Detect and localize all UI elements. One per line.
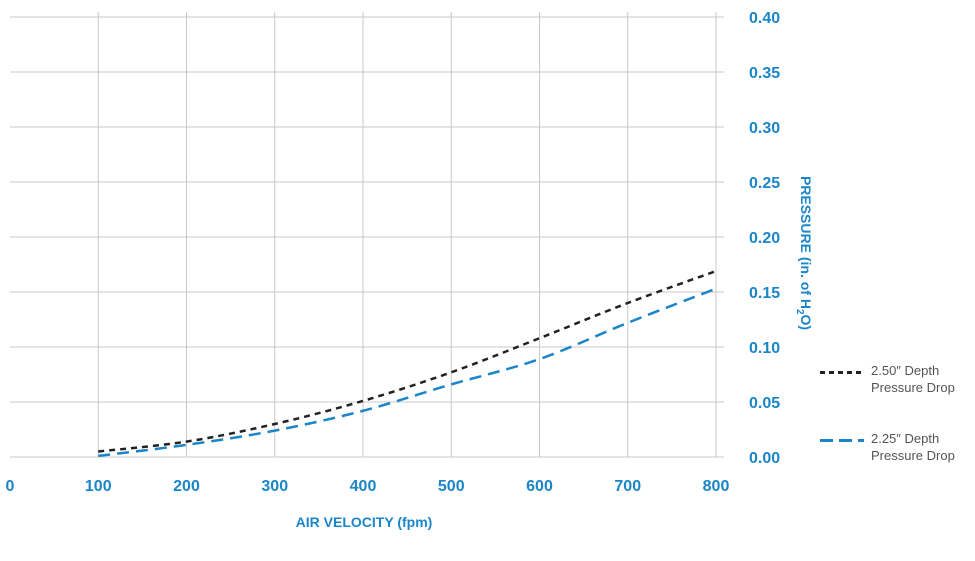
legend-label-2-25-line2: Pressure Drop — [871, 447, 975, 464]
legend-item-2-25-depth: 2.25″ Depth Pressure Drop — [820, 430, 975, 470]
legend-swatch-2-25 — [820, 439, 864, 442]
x-tick-label-400: 400 — [350, 478, 377, 495]
series-line-0 — [98, 271, 716, 451]
y-tick-label-0-05: 0.05 — [749, 395, 780, 412]
legend-swatch-2-50 — [820, 371, 864, 374]
y-tick-label-0-25: 0.25 — [749, 175, 780, 192]
y-tick-label-0-15: 0.15 — [749, 285, 780, 302]
grid — [10, 12, 724, 457]
y-tick-label-0-35: 0.35 — [749, 65, 780, 82]
series-line-1 — [98, 289, 716, 456]
x-tick-label-0: 0 — [6, 478, 15, 495]
x-tick-label-300: 300 — [261, 478, 288, 495]
x-axis-title: AIR VELOCITY (fpm) — [296, 514, 433, 530]
y-tick-label-0-00: 0.00 — [749, 450, 780, 467]
legend-label-2-25-line1: 2.25″ Depth — [871, 430, 975, 447]
y-tick-label-0-30: 0.30 — [749, 120, 780, 137]
x-tick-label-500: 500 — [438, 478, 465, 495]
y-tick-label-0-20: 0.20 — [749, 230, 780, 247]
y-axis-title-end: O) — [798, 315, 814, 331]
x-tick-label-600: 600 — [526, 478, 553, 495]
legend-item-2-50-depth: 2.50″ Depth Pressure Drop — [820, 362, 975, 402]
legend-label-2-25: 2.25″ Depth Pressure Drop — [871, 430, 975, 464]
x-axis-ticks: 0 100 200 300 400 500 600 700 800 — [6, 478, 730, 495]
legend-label-2-50-line2: Pressure Drop — [871, 379, 975, 396]
x-tick-label-700: 700 — [614, 478, 641, 495]
x-tick-label-100: 100 — [85, 478, 112, 495]
series-layer — [98, 271, 716, 456]
legend-label-2-50-line1: 2.50″ Depth — [871, 362, 975, 379]
y-axis-title: PRESSURE (in. of H2O) — [794, 176, 814, 330]
x-tick-label-800: 800 — [703, 478, 730, 495]
y-axis-ticks: 0.00 0.05 0.10 0.15 0.20 0.25 0.30 0.35 0.40 — [749, 10, 780, 467]
y-axis-title-main: PRESSURE (in. of H — [798, 176, 814, 309]
x-tick-label-200: 200 — [173, 478, 200, 495]
legend-label-2-50: 2.50″ Depth Pressure Drop — [871, 362, 975, 396]
y-tick-label-0-40: 0.40 — [749, 10, 780, 27]
y-tick-label-0-10: 0.10 — [749, 340, 780, 357]
